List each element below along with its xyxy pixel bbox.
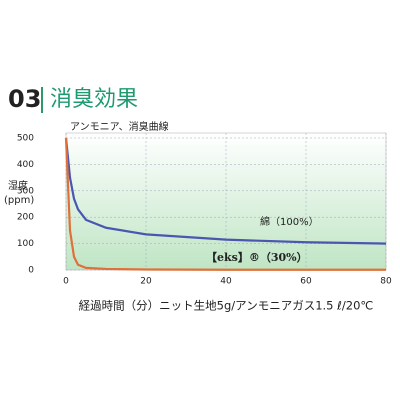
section-title: 消臭効果 [50,87,138,112]
x-tick-label: 20 [140,277,152,287]
y-tick-label: 0 [28,266,34,276]
x-tick-label: 60 [300,277,312,287]
x-axis-label: 経過時間（分）ニット生地5g/アンモニアガス1.5 ℓ/20℃ [79,299,374,313]
x-tick-label: 0 [63,277,69,287]
chart-title: アンモニア、消臭曲線 [70,120,169,133]
y-tick-label: 100 [17,239,34,249]
x-tick-label: 80 [380,277,392,287]
y-tick-label: 200 [17,213,34,223]
x-tick-label: 40 [220,277,232,287]
y-tick-label: 400 [17,160,34,170]
y-tick-label: 500 [17,134,34,144]
section-number: 03 [8,85,41,113]
series-label: 綿（100%） [260,215,319,228]
series-label: 【eks】®（30%） [206,251,308,264]
series-line [64,137,386,271]
y-axis-label: (ppm) [4,195,34,206]
y-tick-label: 300 [17,186,34,196]
divider [41,87,43,113]
y-axis-label: 湿度 [8,179,28,192]
series-line [64,137,387,245]
